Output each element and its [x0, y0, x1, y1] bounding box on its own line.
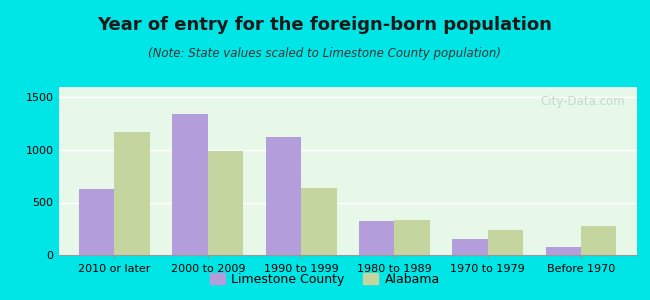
Bar: [172, 114, 208, 255]
Bar: [545, 247, 581, 255]
Bar: [359, 221, 395, 255]
Bar: [79, 189, 114, 255]
Bar: [301, 188, 337, 255]
Bar: [581, 226, 616, 255]
Bar: [452, 239, 488, 255]
Text: Year of entry for the foreign-born population: Year of entry for the foreign-born popul…: [98, 16, 552, 34]
Legend: Limestone County, Alabama: Limestone County, Alabama: [205, 268, 445, 291]
Text: City-Data.com: City-Data.com: [541, 95, 625, 108]
Bar: [208, 151, 243, 255]
Bar: [266, 137, 301, 255]
Text: (Note: State values scaled to Limestone County population): (Note: State values scaled to Limestone …: [148, 46, 502, 59]
Bar: [395, 220, 430, 255]
Bar: [114, 132, 150, 255]
Bar: [488, 230, 523, 255]
